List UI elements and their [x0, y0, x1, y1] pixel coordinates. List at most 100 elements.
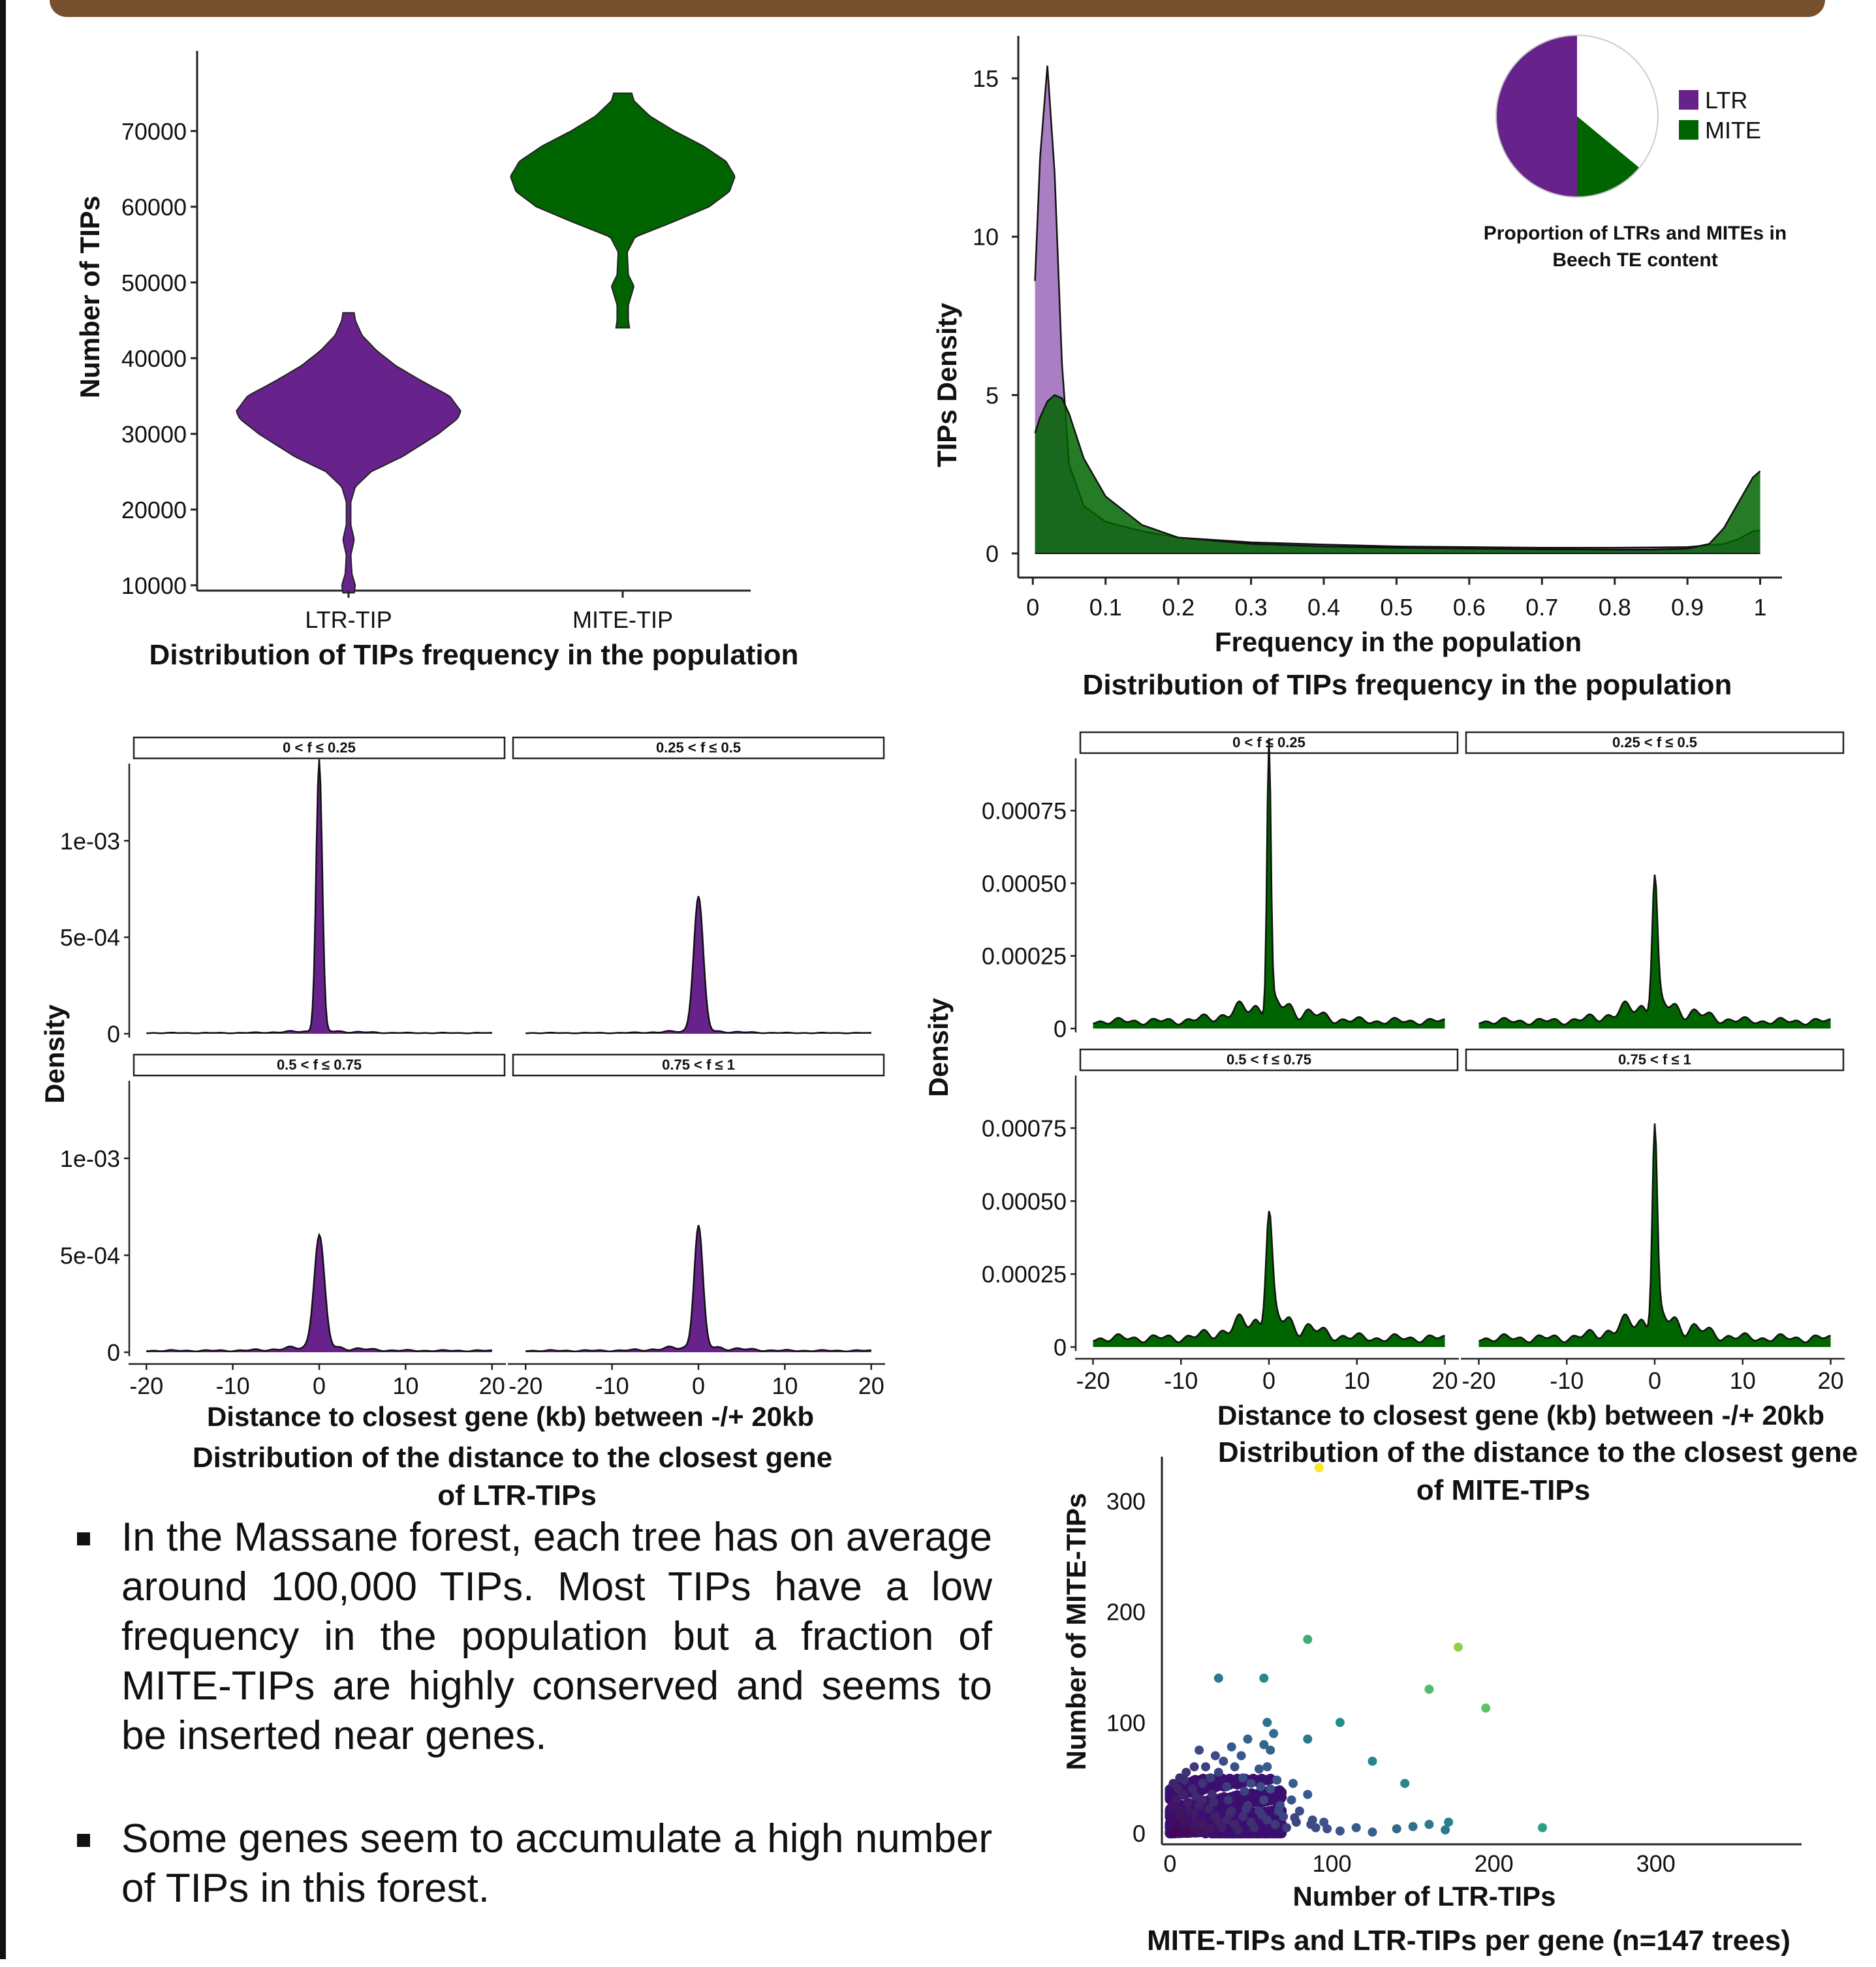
mite-y-tick-label: 0: [1054, 1334, 1067, 1361]
ltr-density-area: [146, 759, 492, 1034]
scatter-point: [1274, 1806, 1283, 1816]
scatter-point: [1289, 1778, 1298, 1788]
mite-x-tick-label: 0: [1648, 1367, 1661, 1394]
density-mite-area-outline: [1034, 394, 1761, 551]
violin-chart-title: Distribution of TIPs frequency in the po…: [149, 639, 799, 671]
mite-panel: 0.25 < f ≤ 0.5: [1465, 731, 1845, 1029]
scatter-point: [1243, 1734, 1253, 1744]
scatter-point: [1249, 1823, 1259, 1833]
scatter-point: [1322, 1824, 1332, 1834]
bullet-item: Some genes seem to accumulate a high num…: [72, 1814, 992, 1913]
scatter-point: [1481, 1703, 1491, 1713]
bullet-text: In the Massane forest, each tree has on …: [121, 1515, 992, 1758]
scatter-x-tick-label: 100: [1312, 1850, 1351, 1877]
scatter-point: [1392, 1824, 1401, 1834]
violin-y-tick-label: 20000: [121, 497, 187, 523]
scatter-point: [1257, 1810, 1267, 1820]
bullet-list: In the Massane forest, each tree has on …: [72, 1513, 992, 1967]
mite-y-tick-label: 0.00075: [982, 798, 1067, 824]
scatter-point: [1213, 1673, 1223, 1683]
ltr-x-tick-label: 20: [479, 1372, 505, 1399]
density-x-tick-label: 0.6: [1453, 594, 1486, 621]
scatter-point: [1207, 1789, 1217, 1799]
scatter-point: [1335, 1826, 1345, 1836]
scatter-point: [1217, 1823, 1227, 1833]
scatter-point: [1266, 1784, 1275, 1794]
density-y-axis-title: TIPs Density: [931, 302, 962, 467]
scatter-point: [1168, 1801, 1178, 1810]
scatter-x-axis-title: Number of LTR-TIPs: [1293, 1881, 1556, 1912]
ltr-panel: 0.75 < f ≤ 1 -20 -10 0 10 20: [508, 1053, 885, 1399]
ltr-facet-strip: [512, 736, 885, 760]
scatter-point: [1210, 1751, 1220, 1761]
scatter-point: [1206, 1773, 1215, 1783]
ltr-density-line: [525, 895, 871, 1034]
scatter-point: [1269, 1729, 1279, 1739]
ltr-facets-x-axis-title: Distance to closest gene (kb) between -/…: [207, 1401, 814, 1432]
violin-mite-tip: [510, 92, 736, 329]
scatter-point: [1254, 1764, 1264, 1774]
ltr-x-tick-label: -20: [129, 1372, 163, 1399]
mite-y-tick-label: 0.00050: [982, 1188, 1067, 1215]
scatter-point: [1230, 1762, 1240, 1772]
mite-density-area: [1093, 1211, 1445, 1347]
ltr-facet-grid: 0 < f ≤ 0.25 0 5e-04 1e-03 0.25 < f ≤ 0.5 0.5…: [60, 736, 885, 1399]
scatter-point: [1223, 1795, 1233, 1805]
scatter-point: [1238, 1773, 1248, 1783]
scatter-point: [1270, 1820, 1280, 1829]
ltr-y-tick-label: 1e-03: [60, 828, 120, 854]
scatter-point: [1191, 1818, 1201, 1827]
scatter-y-tick-label: 0: [1133, 1820, 1146, 1847]
mite-x-tick-label: 10: [1344, 1367, 1370, 1394]
mite-density-area: [1478, 875, 1831, 1029]
scatter-point: [1256, 1782, 1266, 1791]
ltr-density-area: [146, 1235, 492, 1352]
violin-shapes: [236, 92, 736, 594]
mite-y-tick-label: 0.00025: [982, 1261, 1067, 1288]
scatter-point: [1213, 1767, 1223, 1777]
ltr-panel: 0.25 < f ≤ 0.5: [512, 736, 885, 1034]
ltr-x-tick-label: 0: [692, 1372, 705, 1399]
scatter-y-tick-label: 100: [1106, 1709, 1146, 1736]
pie-slice-mite: [1577, 116, 1640, 197]
scatter-point: [1303, 1734, 1313, 1744]
scatter-point: [1222, 1782, 1232, 1791]
scatter-points: [1165, 1463, 1547, 1838]
pie-slices: [1495, 35, 1659, 198]
scatter-point: [1303, 1789, 1313, 1799]
scatter-point: [1408, 1821, 1418, 1831]
pie-legend-swatch: [1679, 90, 1698, 110]
scatter-point: [1224, 1773, 1235, 1784]
density-x-tick-label: 0.4: [1307, 594, 1340, 621]
mite-facets-x-axis-title: Distance to closest gene (kb) between -/…: [1217, 1400, 1824, 1431]
violin-x-ticks: LTR-TIP MITE-TIP: [305, 591, 673, 633]
scatter-point: [1266, 1745, 1275, 1755]
pie-caption-line-2: Beech TE content: [1552, 249, 1717, 271]
mite-x-tick-label: 20: [1818, 1367, 1844, 1394]
mite-facet-label: 0.5 < f ≤ 0.75: [1227, 1051, 1311, 1068]
density-y-ticks: 0 5 10 15: [973, 65, 1018, 567]
scatter-chart-title: MITE-TIPs and LTR-TIPs per gene (n=147 t…: [1147, 1925, 1790, 1957]
scatter-point: [1259, 1795, 1269, 1805]
density-x-tick-label: 0.5: [1380, 594, 1413, 621]
ltr-density-area: [525, 896, 871, 1034]
scatter-point: [1400, 1778, 1410, 1788]
scatter-point: [1242, 1804, 1251, 1814]
violin-y-tick-label: 30000: [121, 421, 187, 448]
mite-panel: 0.75 < f ≤ 1 -20 -10 0 10 20: [1461, 1048, 1845, 1394]
density-x-tick-label: 0.3: [1235, 594, 1268, 621]
violin-x-tick-label: MITE-TIP: [572, 606, 673, 633]
scatter-point: [1201, 1762, 1210, 1772]
scatter-point: [1232, 1790, 1243, 1801]
mite-facets-y-axis-title: Density: [923, 998, 954, 1097]
scatter-y-axis-title: Number of MITE-TIPs: [1061, 1493, 1091, 1771]
scatter-point: [1306, 1820, 1316, 1829]
mite-y-tick-label: 0.00050: [982, 870, 1067, 897]
scatter-point: [1246, 1778, 1256, 1788]
scatter-point: [1262, 1718, 1272, 1727]
mite-density-area: [1478, 1123, 1831, 1347]
ltr-y-tick-label: 0: [107, 1339, 120, 1366]
pie-outline: [1495, 35, 1659, 198]
ltr-facet-label: 0 < f ≤ 0.25: [283, 739, 356, 756]
